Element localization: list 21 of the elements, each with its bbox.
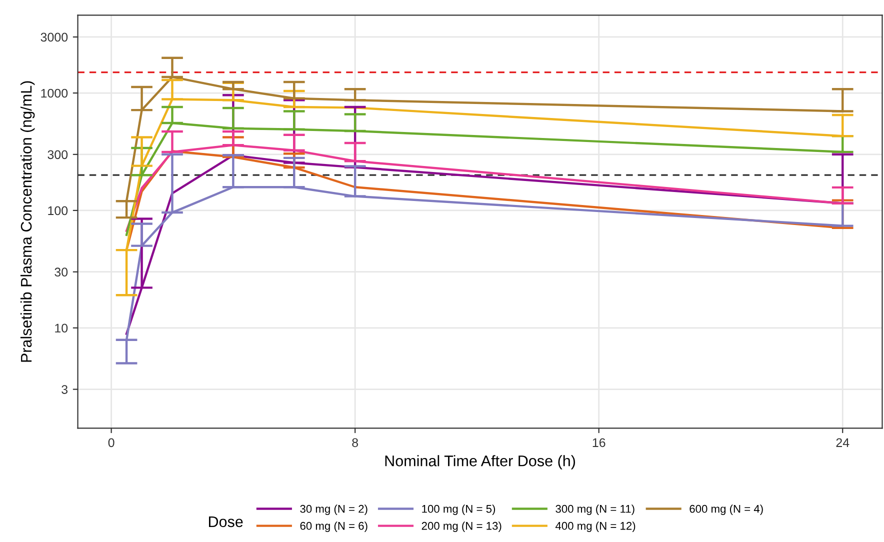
legend-label: 30 mg (N = 2) (300, 504, 368, 515)
legend-label: 200 mg (N = 13) (422, 522, 502, 532)
x-tick-label: 8 (352, 438, 358, 448)
x-axis-title: Nominal Time After Dose (h) (385, 455, 576, 470)
x-tick-label: 16 (592, 438, 606, 448)
legend-label: 600 mg (N = 4) (690, 504, 763, 515)
legend-label: 400 mg (N = 12) (555, 522, 636, 532)
y-axis-title: Pralsetinib Plasma Concentration (ng/mL) (20, 81, 35, 362)
legend-label: 300 mg (N = 11) (556, 504, 634, 515)
x-tick-label: 24 (836, 438, 850, 447)
y-tick-label: 10 (55, 324, 68, 333)
legend-label: 60 mg (N = 6) (300, 522, 368, 532)
legend-title: Dose (208, 516, 243, 528)
y-tick-label: 300 (48, 150, 68, 160)
y-tick-label: 1000 (41, 88, 68, 98)
y-tick-label: 30 (54, 268, 68, 277)
x-tick-label: 0 (108, 438, 114, 448)
y-tick-label: 3 (62, 385, 68, 394)
legend-label: 100 mg (N = 5) (422, 504, 496, 515)
y-tick-label: 3000 (40, 32, 68, 42)
y-tick-label: 100 (48, 206, 68, 216)
